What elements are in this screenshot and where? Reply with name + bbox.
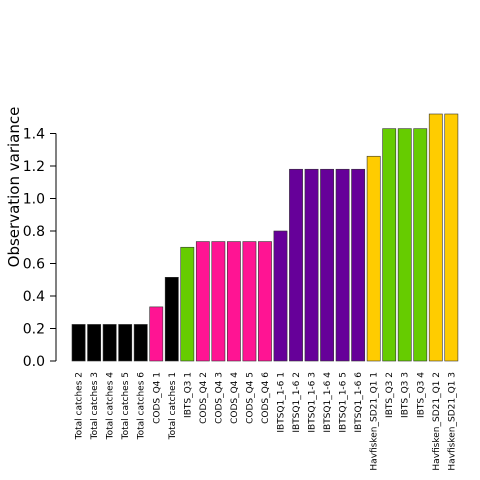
x-tick-label: Total catches 4 (106, 372, 116, 441)
x-tick-label: CODS_Q4 1 (152, 372, 162, 424)
x-tick-label: IBTS_Q3 4 (416, 372, 426, 418)
bar (227, 241, 241, 362)
bar (382, 128, 397, 362)
bar (428, 113, 443, 362)
bar (164, 277, 179, 362)
bar (102, 324, 117, 362)
bar (118, 324, 133, 362)
bar (397, 128, 412, 362)
x-tick-label: IBTSQ1_1-6 2 (292, 372, 302, 433)
x-tick-label: Total catches 3 (90, 372, 100, 440)
x-tick-label: IBTSQ1_1-6 4 (323, 372, 333, 433)
x-axis-labels: Total catches 2 Total catches 3 Total catc… (75, 372, 458, 471)
y-tick-label: 0.6 (23, 257, 45, 273)
bar (149, 306, 164, 362)
bar (351, 168, 366, 362)
bar (366, 155, 381, 362)
bar (180, 246, 195, 362)
bar (444, 113, 459, 362)
x-tick-label: CODS_Q4 4 (230, 372, 240, 424)
bar (133, 324, 148, 362)
x-tick-label: Total catches 1 (168, 372, 178, 440)
x-tick-label: IBTSQ1_1-6 6 (354, 372, 364, 433)
bar (304, 168, 319, 362)
x-tick-label: Total catches 5 (121, 372, 131, 440)
y-tick-label: 1.2 (23, 159, 45, 175)
bar (413, 128, 428, 362)
x-tick-label: IBTS_Q3 2 (385, 372, 395, 418)
x-tick-label: IBTSQ1_1-6 5 (339, 372, 349, 433)
x-tick-label: Havfisken_SD21_Q1 1 (370, 372, 380, 471)
bar (87, 324, 102, 362)
y-tick-label: 0.0 (23, 354, 45, 370)
x-tick-label: CODS_Q4 6 (261, 372, 271, 424)
y-tick-label: 0.8 (23, 224, 45, 240)
bar (195, 241, 210, 362)
x-tick-label: Havfisken_SD21_Q1 2 (432, 372, 442, 471)
x-tick-label: IBTS_Q3 1 (183, 372, 193, 418)
y-tick-label: 1.4 (23, 127, 45, 143)
y-tick-label: 1.0 (23, 192, 45, 208)
x-tick-label: CODS_Q4 5 (245, 372, 255, 424)
x-tick-label: CODS_Q4 3 (214, 372, 224, 424)
bar (289, 168, 303, 362)
bars (71, 113, 459, 362)
x-tick-label: Total catches 2 (75, 372, 85, 440)
y-tick-label: 0.2 (23, 322, 45, 338)
y-tick-label: 0.4 (23, 289, 45, 305)
bar (71, 324, 86, 362)
x-tick-label: Total catches 6 (137, 372, 147, 441)
x-tick-label: IBTSQ1_1-6 1 (276, 372, 286, 433)
x-tick-label: IBTSQ1_1-6 3 (308, 372, 318, 433)
x-tick-label: IBTS_Q3 3 (401, 372, 411, 418)
y-axis: 0.0 0.2 0.4 0.6 0.8 1.0 1.2 1.4 (23, 127, 57, 370)
bar (258, 241, 272, 362)
bar (335, 168, 350, 362)
y-axis-title: Observation variance (5, 107, 23, 268)
x-tick-label: Havfisken_SD21_Q1 3 (447, 372, 457, 471)
bar (242, 241, 257, 362)
bar (211, 241, 226, 362)
bar (320, 168, 334, 362)
x-tick-label: CODS_Q4 2 (199, 372, 209, 424)
bar (273, 230, 288, 362)
